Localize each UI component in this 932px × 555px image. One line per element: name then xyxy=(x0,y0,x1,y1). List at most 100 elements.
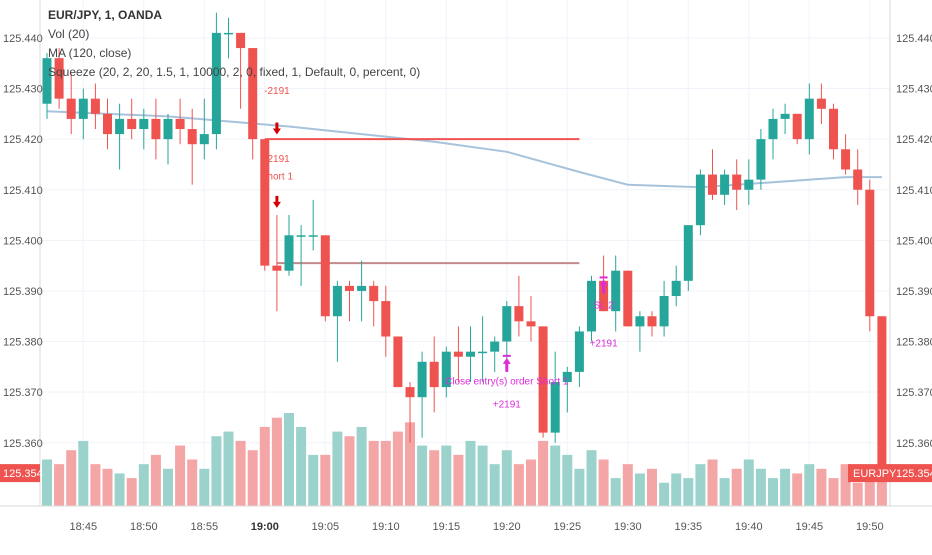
candle-body[interactable] xyxy=(538,326,548,433)
last-price-right: 125.354 xyxy=(896,468,932,480)
candle-body[interactable] xyxy=(526,321,536,327)
candle-body[interactable] xyxy=(720,174,730,195)
candle-body[interactable] xyxy=(90,98,100,114)
candle-body[interactable] xyxy=(139,118,149,130)
time-tick-label: 19:35 xyxy=(675,521,703,533)
candle-body[interactable] xyxy=(381,301,391,337)
candle-body[interactable] xyxy=(635,316,645,327)
candle-body[interactable] xyxy=(151,118,161,140)
candle-body[interactable] xyxy=(647,316,657,327)
candle-body[interactable] xyxy=(78,98,88,119)
candle-body[interactable] xyxy=(320,235,330,317)
candle-body[interactable] xyxy=(224,32,233,35)
candle-body[interactable] xyxy=(417,361,427,398)
candle-body[interactable] xyxy=(611,270,621,312)
price-tick-label-left: 125.420 xyxy=(3,134,43,146)
candle-body[interactable] xyxy=(708,174,717,195)
candle-body[interactable] xyxy=(792,113,802,140)
candle-body[interactable] xyxy=(478,351,488,354)
candle-body[interactable] xyxy=(683,225,693,281)
candle-body[interactable] xyxy=(163,118,173,140)
candle-body[interactable] xyxy=(332,285,342,317)
volume-bar xyxy=(719,478,730,506)
time-tick-label: 19:05 xyxy=(312,521,340,533)
candle-body[interactable] xyxy=(236,32,246,49)
volume-bar xyxy=(453,454,464,506)
candle-body[interactable] xyxy=(780,113,790,119)
candle-body[interactable] xyxy=(260,139,270,266)
symbol-badge: EURJPY xyxy=(853,468,897,480)
candle-body[interactable] xyxy=(393,336,403,388)
candle-body[interactable] xyxy=(853,169,863,190)
volume-bar xyxy=(235,440,246,506)
candle-body[interactable] xyxy=(66,98,76,119)
price-tick-label-left: 125.380 xyxy=(3,337,43,349)
candle-body[interactable] xyxy=(550,382,560,433)
time-tick-label: 19:45 xyxy=(796,521,824,533)
short-arrow-icon xyxy=(272,128,281,135)
candle-body[interactable] xyxy=(865,189,875,317)
candle-body[interactable] xyxy=(42,58,52,104)
candle-body[interactable] xyxy=(187,129,197,145)
price-tick-label-left: 125.360 xyxy=(3,438,43,450)
exit-arrow-icon xyxy=(599,279,608,286)
candle-body[interactable] xyxy=(599,280,609,312)
trade-annotation: Close entry(s) order Short 1 xyxy=(445,377,569,388)
candle-body[interactable] xyxy=(175,118,185,130)
candle-body[interactable] xyxy=(841,149,851,170)
candle-body[interactable] xyxy=(574,331,584,372)
candle-body[interactable] xyxy=(587,280,596,332)
candle-body[interactable] xyxy=(405,387,415,398)
candle-body[interactable] xyxy=(127,118,137,130)
candle-body[interactable] xyxy=(695,174,705,226)
volume-bar xyxy=(247,450,258,506)
candle-body[interactable] xyxy=(369,285,379,302)
volume-bar xyxy=(743,459,754,506)
volume-bar xyxy=(876,464,887,506)
candle-body[interactable] xyxy=(562,371,572,383)
candle-body[interactable] xyxy=(816,98,826,109)
exit-arrow-shaft xyxy=(505,362,509,372)
candle-body[interactable] xyxy=(623,270,633,327)
candle-body[interactable] xyxy=(103,113,112,135)
candle-body[interactable] xyxy=(248,48,258,140)
candle-body[interactable] xyxy=(284,235,294,271)
candle-body[interactable] xyxy=(199,134,209,145)
candle-body[interactable] xyxy=(756,139,766,180)
candle-body[interactable] xyxy=(829,108,838,150)
time-tick-label: 18:45 xyxy=(70,521,98,533)
price-tick-label-left: 125.430 xyxy=(3,84,43,96)
candle-body[interactable] xyxy=(502,306,512,342)
candle-body[interactable] xyxy=(671,280,681,297)
time-tick-label: 19:30 xyxy=(614,521,642,533)
volume-bar xyxy=(671,473,682,506)
candle-body[interactable] xyxy=(804,98,814,140)
candle-body[interactable] xyxy=(272,265,282,271)
volume-bar xyxy=(864,473,875,506)
candle-body[interactable] xyxy=(659,296,669,327)
candle-body[interactable] xyxy=(732,174,742,190)
candle-body[interactable] xyxy=(490,341,500,352)
candle-body[interactable] xyxy=(441,351,451,388)
trade-annotation: +2191 xyxy=(590,339,619,350)
time-tick-label: 19:40 xyxy=(735,521,763,533)
candle-body[interactable] xyxy=(768,118,778,140)
candle-body[interactable] xyxy=(308,235,318,237)
candle-body[interactable] xyxy=(115,118,125,135)
volume-bar xyxy=(659,482,670,506)
candle-body[interactable] xyxy=(357,285,367,291)
candle-body[interactable] xyxy=(429,361,439,388)
candle-body[interactable] xyxy=(744,179,754,190)
candle-body[interactable] xyxy=(54,58,64,99)
candle-body[interactable] xyxy=(211,32,221,135)
candle-body[interactable] xyxy=(514,306,524,322)
candle-body[interactable] xyxy=(466,351,475,357)
time-tick-label: 18:55 xyxy=(191,521,219,533)
candle-body[interactable] xyxy=(345,285,354,291)
candle-body[interactable] xyxy=(296,235,306,237)
ma-line[interactable] xyxy=(46,110,882,189)
candle-body[interactable] xyxy=(453,351,463,357)
candle-body[interactable] xyxy=(877,316,887,474)
